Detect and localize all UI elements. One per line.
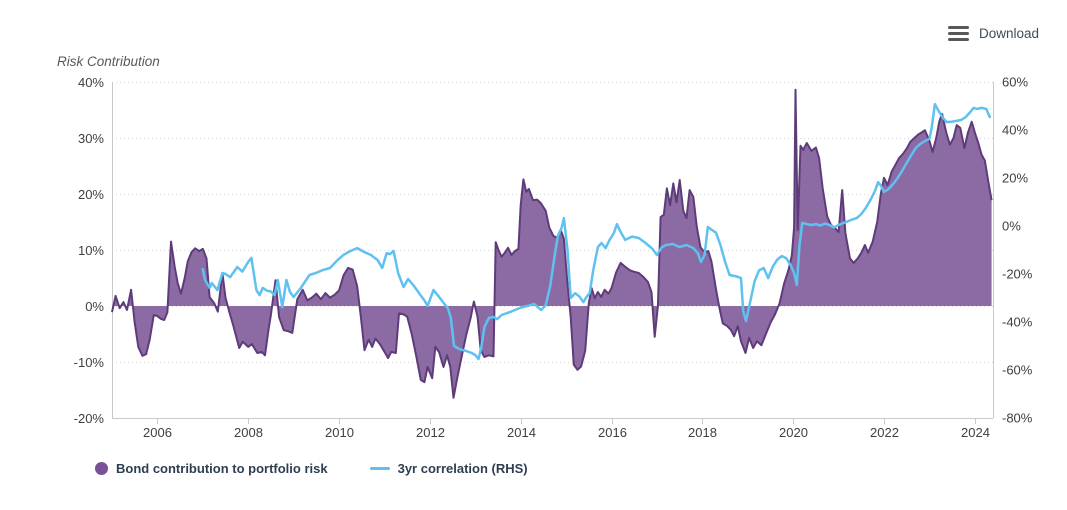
x-axis-label: 2014 [507, 425, 536, 440]
line-series-marker-icon [369, 467, 390, 470]
x-axis-label: 2024 [961, 425, 990, 440]
x-axis-label: 2020 [779, 425, 808, 440]
x-axis-label: 2008 [234, 425, 263, 440]
legend-item-3yr-correlation[interactable]: 3yr correlation (RHS) [369, 461, 528, 476]
download-button[interactable]: Download [947, 24, 1039, 43]
bond-contribution-outline [111, 88, 993, 399]
y-axis-right-label: -80% [1002, 411, 1033, 426]
x-axis-label: 2012 [416, 425, 445, 440]
hamburger-menu-icon [947, 26, 969, 41]
y-axis-right-label: 20% [1002, 171, 1028, 186]
x-axis-label: 2010 [325, 425, 354, 440]
area-series-marker-icon [95, 462, 108, 475]
y-axis-left-label: 10% [78, 243, 104, 258]
y-axis-right-label: -40% [1002, 315, 1033, 330]
y-axis-left-label: -10% [74, 355, 105, 370]
x-axis-label: 2006 [143, 425, 172, 440]
y-axis-right-label: -60% [1002, 363, 1033, 378]
y-axis-right-label: -20% [1002, 267, 1033, 282]
y-axis-left-label: 20% [78, 187, 104, 202]
legend-label: 3yr correlation (RHS) [397, 461, 528, 476]
legend-label: Bond contribution to portfolio risk [116, 461, 328, 476]
download-label: Download [978, 26, 1039, 41]
x-axis-label: 2016 [598, 425, 627, 440]
y-axis-left-label: 0% [85, 299, 104, 314]
y-axis-left-label: 40% [78, 75, 104, 90]
bond-contribution-area [112, 89, 992, 398]
x-axis-label: 2018 [688, 425, 717, 440]
y-axis-right-label: 40% [1002, 123, 1028, 138]
y-axis-left-label: 30% [78, 131, 104, 146]
y-axis-left-label: -20% [74, 411, 105, 426]
chart-legend: Bond contribution to portfolio risk 3yr … [95, 461, 528, 476]
x-axis-label: 2022 [870, 425, 899, 440]
y-axis-right-label: 60% [1002, 75, 1028, 90]
legend-item-bond-contribution[interactable]: Bond contribution to portfolio risk [95, 461, 328, 476]
y-axis-right-label: 0% [1002, 219, 1021, 234]
correlation-line [201, 102, 992, 361]
chart-title: Risk Contribution [57, 54, 160, 69]
